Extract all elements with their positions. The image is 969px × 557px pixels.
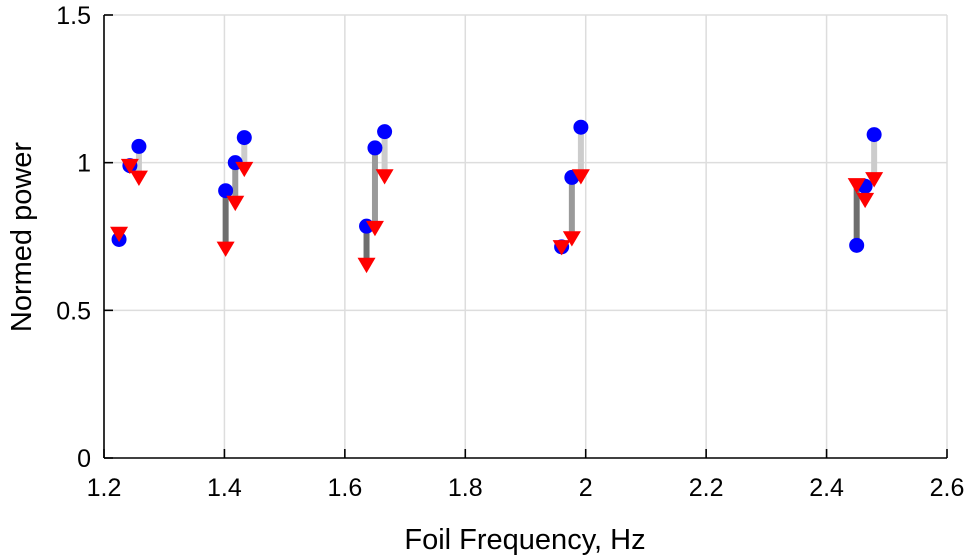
circle-marker: [573, 119, 589, 135]
circle-marker: [849, 237, 865, 253]
triangle-marker: [571, 169, 590, 185]
circle-marker: [377, 124, 393, 140]
x-tick-label: 1.2: [87, 474, 122, 502]
triangle-marker: [235, 161, 254, 178]
triangle-marker: [216, 241, 235, 257]
triangle-marker: [357, 257, 376, 274]
x-tick-label: 2.6: [930, 474, 965, 502]
x-tick-label: 1.6: [327, 474, 362, 502]
circle-marker: [236, 130, 252, 146]
x-tick-label: 1.8: [448, 474, 483, 502]
triangle-marker: [856, 192, 875, 209]
triangle-marker: [552, 240, 571, 256]
x-tick-label: 2.4: [809, 474, 844, 502]
triangle-marker: [129, 170, 148, 186]
circle-marker: [367, 140, 383, 156]
triangle-marker: [365, 220, 384, 237]
triangle-marker: [375, 169, 394, 185]
x-tick-label: 1.4: [207, 474, 242, 502]
circle-marker: [218, 183, 234, 199]
grid-lines: [104, 14, 948, 458]
triangle-marker: [120, 158, 139, 175]
y-tick-label: 0: [77, 445, 91, 473]
y-tick-label: 0.5: [56, 297, 91, 325]
triangle-marker: [865, 172, 884, 188]
circle-marker: [131, 138, 147, 154]
x-axis-label: Foil Frequency, Hz: [404, 524, 645, 556]
triangle-marker: [847, 178, 866, 194]
tick-labels: 1.2 1.4 1.6 1.8 2 2.2 2.4 2.6 0 0.5 1 1.5: [56, 2, 964, 502]
triangle-marker: [562, 231, 581, 247]
x-tick-label: 2.2: [689, 474, 724, 502]
plot-background: [104, 15, 947, 458]
circle-marker: [866, 127, 882, 143]
y-axis-label: Normed power: [6, 142, 38, 333]
data-markers: [110, 119, 884, 274]
triangle-marker: [226, 195, 245, 212]
y-tick-label: 1: [77, 150, 91, 178]
x-tick-label: 2: [579, 474, 593, 502]
axes: [103, 14, 948, 459]
y-tick-label: 1.5: [56, 2, 91, 30]
triangle-marker: [110, 226, 129, 243]
